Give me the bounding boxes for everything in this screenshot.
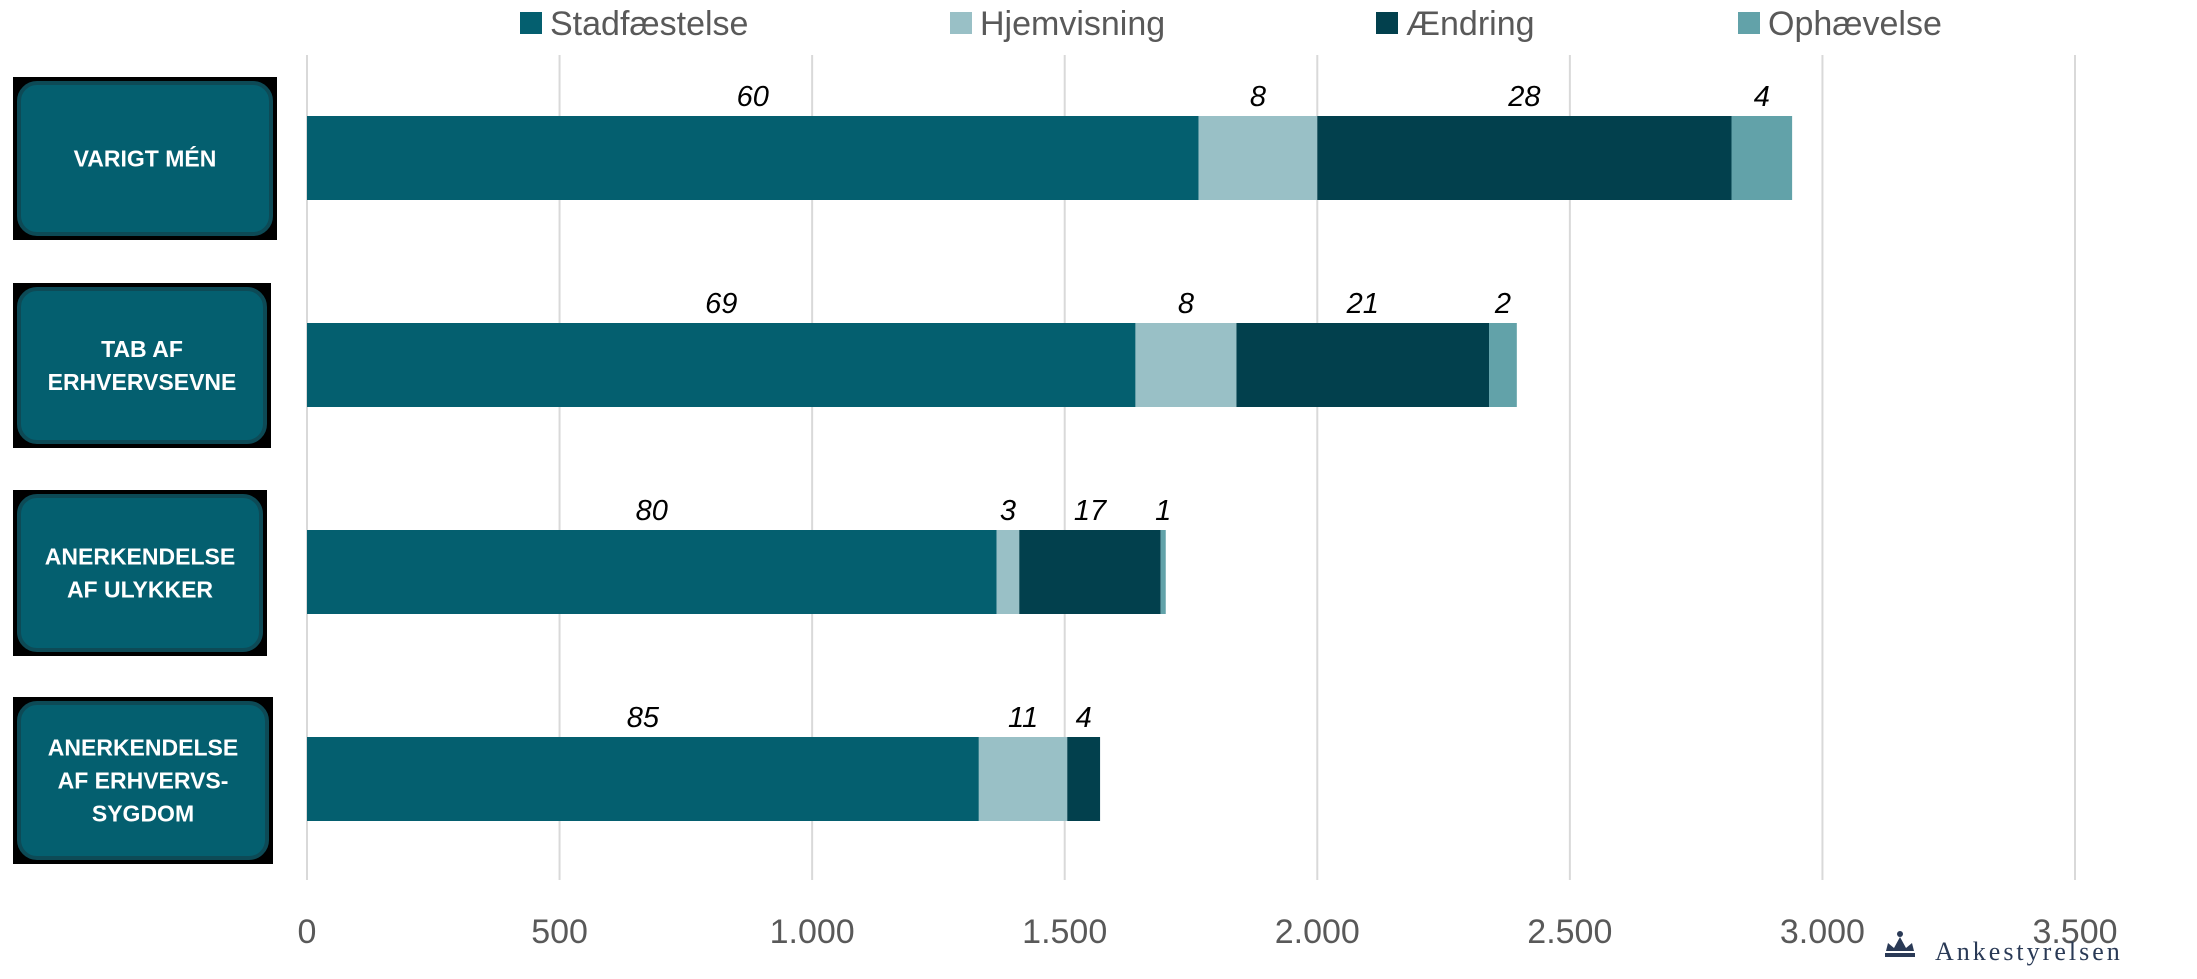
bar-segment: [1236, 323, 1490, 407]
category-label: ANERKENDELSE AF ERHVERVS- SYGDOM: [13, 697, 273, 864]
category-label-text: TAB AF: [101, 336, 183, 362]
category-label-box: [17, 81, 273, 236]
data-label: 3: [1000, 495, 1016, 527]
x-tick-label: 1.500: [1022, 913, 1107, 951]
legend-swatch: [1738, 12, 1760, 34]
category-label-text: AF ULYKKER: [67, 577, 213, 603]
data-labels: 60 8 28 4 69 8 21 2 80 3 17 1 85 11 4: [627, 81, 1770, 734]
legend-swatch: [520, 12, 542, 34]
category-label-text: SYGDOM: [92, 801, 194, 827]
data-label: 80: [636, 495, 668, 527]
data-label: 4: [1754, 81, 1770, 113]
legend-label: Hjemvisning: [980, 5, 1165, 43]
legend-label: Stadfæstelse: [550, 5, 748, 43]
bar-segment: [1019, 530, 1161, 614]
data-label: 21: [1346, 288, 1379, 320]
category-label: ANERKENDELSE AF ULYKKER: [13, 490, 267, 656]
category-label: VARIGT MÉN: [13, 77, 277, 240]
bar-segment: [307, 116, 1199, 200]
legend-swatch: [950, 12, 972, 34]
x-tick-label: 0: [298, 913, 317, 951]
legend-item: Stadfæstelse: [520, 5, 748, 43]
bar-segment: [1198, 116, 1318, 200]
bar-segment: [1160, 530, 1166, 614]
crown-icon: [1885, 931, 1915, 957]
legend-item: Ophævelse: [1738, 5, 1942, 43]
legend-label: Ændring: [1406, 5, 1535, 43]
data-label: 11: [1008, 702, 1038, 734]
category-label-box: [17, 701, 269, 860]
data-label: 60: [737, 81, 769, 113]
bar-segment: [996, 530, 1020, 614]
category-label-text: VARIGT MÉN: [74, 145, 217, 172]
data-label: 28: [1507, 81, 1540, 113]
bar-segment: [307, 530, 997, 614]
x-tick-label: 3.000: [1780, 913, 1865, 951]
data-label: 85: [627, 702, 660, 734]
ankestyrelsen-logo: Ankestyrelsen: [1885, 931, 2123, 966]
legend-item: Ændring: [1376, 5, 1535, 43]
data-label: 8: [1250, 81, 1266, 113]
data-label: 2: [1494, 288, 1511, 320]
category-labels: VARIGT MÉN TAB AF ERHVERVSEVNE ANERKENDELSE…: [13, 77, 277, 864]
x-tick-label: 500: [531, 913, 588, 951]
legend-swatch: [1376, 12, 1398, 34]
bar-segment: [1067, 737, 1101, 821]
category-label-text: ANERKENDELSE: [45, 544, 235, 570]
x-tick-label: 1.000: [770, 913, 855, 951]
x-tick-label: 2.000: [1275, 913, 1360, 951]
category-label: TAB AF ERHVERVSEVNE: [13, 283, 271, 448]
data-label: 69: [705, 288, 737, 320]
data-label: 1: [1155, 495, 1171, 527]
category-label-text: ANERKENDELSE: [48, 735, 238, 761]
bar-segment: [307, 323, 1136, 407]
logo-text: Ankestyrelsen: [1935, 937, 2123, 966]
category-label-text: ERHVERVSEVNE: [48, 369, 237, 395]
legend-label: Ophævelse: [1768, 5, 1942, 43]
bars: [307, 116, 1793, 821]
data-label: 17: [1074, 495, 1108, 527]
category-label-text: AF ERHVERVS-: [58, 768, 229, 794]
category-label-box: [17, 494, 263, 652]
bar-segment: [307, 737, 979, 821]
data-label: 4: [1076, 702, 1092, 734]
data-label: 8: [1178, 288, 1194, 320]
category-label-box: [17, 287, 267, 444]
x-tick-label: 2.500: [1527, 913, 1612, 951]
legend: Stadfæstelse Hjemvisning Ændring Ophævelse: [520, 5, 1942, 43]
x-tick-label: 3.500: [2032, 913, 2117, 951]
bar-segment: [1135, 323, 1237, 407]
bar-segment: [978, 737, 1068, 821]
x-axis: 0 500 1.000 1.500 2.000 2.500 3.000 3.500: [298, 913, 2118, 951]
bar-segment: [1489, 323, 1517, 407]
legend-item: Hjemvisning: [950, 5, 1165, 43]
bar-segment: [1731, 116, 1793, 200]
bar-segment: [1317, 116, 1732, 200]
